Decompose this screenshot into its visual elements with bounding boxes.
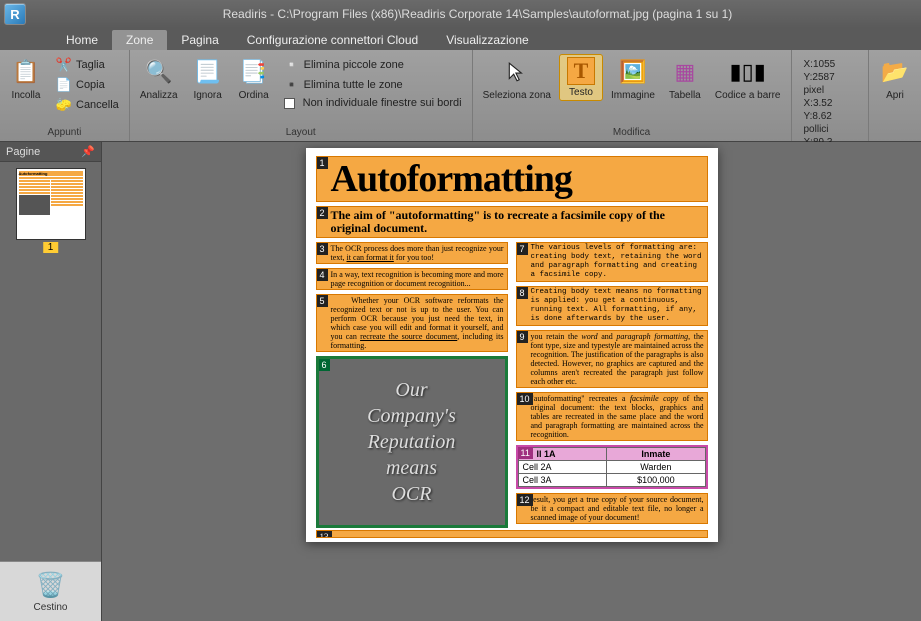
delete-all-icon: ▪️ bbox=[284, 77, 300, 93]
non-individuale-check[interactable]: Non individuale finestre sui bordi bbox=[280, 96, 466, 110]
tab-zone[interactable]: Zone bbox=[112, 30, 167, 50]
cancella-button[interactable]: 🧽Cancella bbox=[52, 96, 123, 114]
image-icon: 🖼️ bbox=[617, 56, 649, 88]
group-modifica: Seleziona zona T Testo 🖼️ Immagine ▦ Tab… bbox=[473, 50, 792, 141]
app-icon: R bbox=[4, 3, 26, 25]
zone-10[interactable]: 10"autoformatting" recreates a facsimile… bbox=[516, 392, 708, 441]
zone-5[interactable]: 5 Whether your OCR software reformats th… bbox=[316, 294, 508, 352]
incolla-button[interactable]: 📋 Incolla bbox=[4, 54, 48, 103]
table-icon: ▦ bbox=[669, 56, 701, 88]
delete-small-icon: ▫️ bbox=[284, 57, 300, 73]
checkbox-icon bbox=[284, 98, 295, 109]
tab-cloud[interactable]: Configurazione connettori Cloud bbox=[233, 30, 432, 50]
ribbon-tabs: Home Zone Pagina Configurazione connetto… bbox=[0, 28, 921, 50]
elimina-tutte-button[interactable]: ▪️Elimina tutte le zone bbox=[280, 76, 466, 94]
tabella-button[interactable]: ▦ Tabella bbox=[663, 54, 707, 103]
ordina-button[interactable]: 📑 Ordina bbox=[232, 54, 276, 103]
zone-11-table[interactable]: 11 ll 1AInmate Cell 2AWarden Cell 3A$100… bbox=[516, 445, 708, 489]
group-appunti: 📋 Incolla ✂️Taglia 📄Copia 🧽Cancella Appu… bbox=[0, 50, 130, 141]
testo-button[interactable]: T Testo bbox=[559, 54, 603, 101]
document-canvas[interactable]: 1 Autoformatting 2 The aim of "autoforma… bbox=[102, 142, 921, 621]
immagine-button[interactable]: 🖼️ Immagine bbox=[605, 54, 661, 103]
page-1[interactable]: 1 Autoformatting 2 The aim of "autoforma… bbox=[306, 148, 718, 542]
paste-icon: 📋 bbox=[10, 56, 42, 88]
taglia-button[interactable]: ✂️Taglia bbox=[52, 56, 123, 74]
text-icon: T bbox=[567, 57, 595, 85]
copy-icon: 📄 bbox=[56, 77, 72, 93]
zone-12[interactable]: 12result, you get a true copy of your so… bbox=[516, 493, 708, 524]
ignora-button[interactable]: 📃 Ignora bbox=[186, 54, 230, 103]
thumb-page-number: 1 bbox=[43, 242, 59, 253]
zone-13-footer[interactable]: 13 bbox=[316, 530, 708, 538]
sort-icon: 📑 bbox=[238, 56, 270, 88]
ribbon: 📋 Incolla ✂️Taglia 📄Copia 🧽Cancella Appu… bbox=[0, 50, 921, 142]
cursor-icon bbox=[501, 56, 533, 88]
copia-button[interactable]: 📄Copia bbox=[52, 76, 123, 94]
zone-9[interactable]: 9you retain the word and paragraph forma… bbox=[516, 330, 708, 388]
page-thumbnail-1[interactable]: Autoformatting 1 bbox=[16, 168, 86, 240]
tab-pagina[interactable]: Pagina bbox=[167, 30, 232, 50]
group-apri: 📂 Apri bbox=[869, 50, 921, 141]
analizza-button[interactable]: 🔍 Analizza bbox=[134, 54, 184, 103]
pages-sidebar: Pagine 📌 Autoformatting 1 🗑️ Cestino bbox=[0, 142, 102, 621]
group-coordinate: X:1055 Y:2587 pixel X:3.52 Y:8.62 pollic… bbox=[792, 50, 870, 141]
title-bar: R Readiris - C:\Program Files (x86)\Read… bbox=[0, 0, 921, 28]
sidebar-header: Pagine 📌 bbox=[0, 142, 101, 162]
zone-3[interactable]: 3The OCR process does more than just rec… bbox=[316, 242, 508, 264]
apri-button[interactable]: 📂 Apri bbox=[873, 54, 917, 103]
zone-1-title[interactable]: 1 Autoformatting bbox=[316, 156, 708, 202]
zone-4[interactable]: 4In a way, text recognition is becoming … bbox=[316, 268, 508, 290]
pin-icon[interactable]: 📌 bbox=[81, 145, 95, 158]
cut-icon: ✂️ bbox=[56, 57, 72, 73]
codice-barre-button[interactable]: ▮▯▮ Codice a barre bbox=[709, 54, 787, 103]
trash-button[interactable]: 🗑️ Cestino bbox=[0, 561, 101, 621]
seleziona-zona-button[interactable]: Seleziona zona bbox=[477, 54, 557, 103]
analyze-icon: 🔍 bbox=[143, 56, 175, 88]
trash-icon: 🗑️ bbox=[36, 571, 66, 600]
tab-visualizzazione[interactable]: Visualizzazione bbox=[432, 30, 543, 50]
barcode-icon: ▮▯▮ bbox=[732, 56, 764, 88]
elimina-piccole-button[interactable]: ▫️Elimina piccole zone bbox=[280, 56, 466, 74]
zone-2-subtitle[interactable]: 2 The aim of "autoformatting" is to recr… bbox=[316, 206, 708, 238]
ignore-icon: 📃 bbox=[192, 56, 224, 88]
group-layout: 🔍 Analizza 📃 Ignora 📑 Ordina ▫️Elimina p… bbox=[130, 50, 473, 141]
open-icon: 📂 bbox=[879, 56, 911, 88]
window-title: Readiris - C:\Program Files (x86)\Readir… bbox=[34, 7, 921, 21]
erase-icon: 🧽 bbox=[56, 97, 72, 113]
zone-7[interactable]: 7The various levels of formatting are: c… bbox=[516, 242, 708, 282]
zone-6-image[interactable]: 6OurCompany'sReputationmeansOCR bbox=[316, 356, 508, 528]
zone-8[interactable]: 8Creating body text means no formatting … bbox=[516, 286, 708, 326]
tab-home[interactable]: Home bbox=[52, 30, 112, 50]
